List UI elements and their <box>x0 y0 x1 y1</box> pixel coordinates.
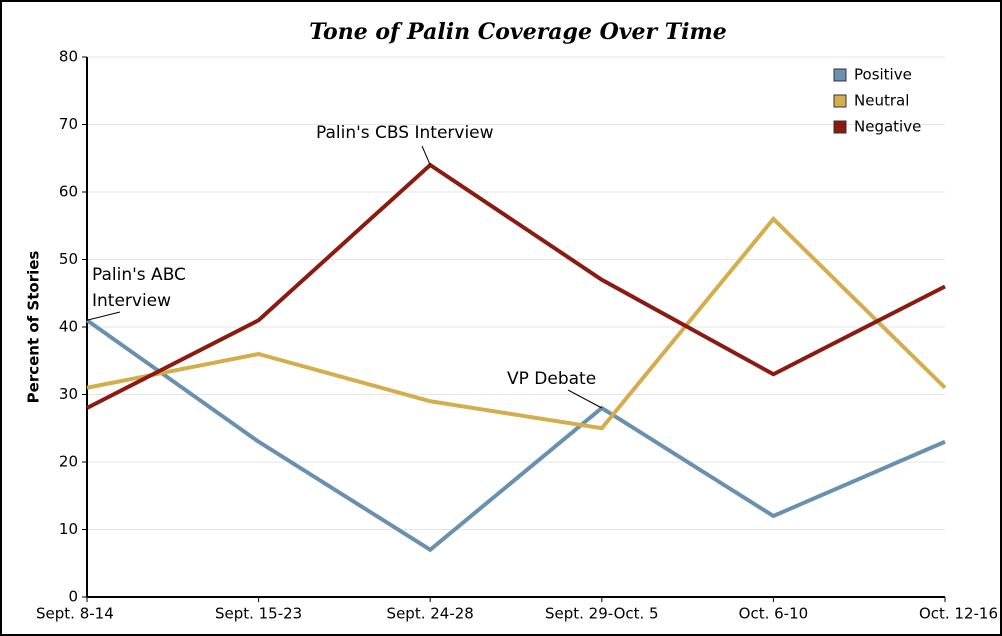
y-tick-label: 70 <box>59 115 78 133</box>
annotation: VP Debate <box>507 369 596 389</box>
y-tick-label: 60 <box>59 183 78 201</box>
x-tick-label: Sept. 8-14 <box>36 605 114 623</box>
x-tick-label: Oct. 12-16 <box>919 605 998 623</box>
y-tick-label: 0 <box>68 588 78 606</box>
legend-swatch <box>833 68 847 82</box>
annotation-leader <box>86 311 121 321</box>
annotation-leader <box>567 389 603 409</box>
legend-swatch <box>833 94 847 108</box>
y-tick-label: 50 <box>59 250 78 268</box>
x-tick-label: Sept. 24-28 <box>387 605 474 623</box>
series-line <box>85 318 946 553</box>
x-tick-label: Sept. 29-Oct. 5 <box>545 605 659 623</box>
legend-label: Neutral <box>854 92 909 110</box>
legend-label: Positive <box>854 66 912 84</box>
y-axis-label: Percent of Stories <box>25 251 43 404</box>
x-tick-label: Oct. 6-10 <box>739 605 809 623</box>
y-tick-label: 40 <box>59 318 78 336</box>
annotation: Palin's ABC <box>92 265 186 285</box>
annotation: Interview <box>92 291 171 311</box>
y-tick-label: 30 <box>59 385 78 403</box>
y-tick-label: 20 <box>59 453 78 471</box>
series-line <box>86 216 947 431</box>
series-line <box>86 162 946 410</box>
annotation: Palin's CBS Interview <box>316 123 494 143</box>
x-tick-label: Sept. 15-23 <box>215 605 302 623</box>
annotation-leader <box>421 145 431 166</box>
y-tick-label: 80 <box>59 48 78 66</box>
legend-label: Negative <box>854 118 921 136</box>
legend-swatch <box>833 120 847 134</box>
chart-title: Tone of Palin Coverage Over Time <box>309 19 727 45</box>
y-tick-label: 10 <box>59 520 78 538</box>
